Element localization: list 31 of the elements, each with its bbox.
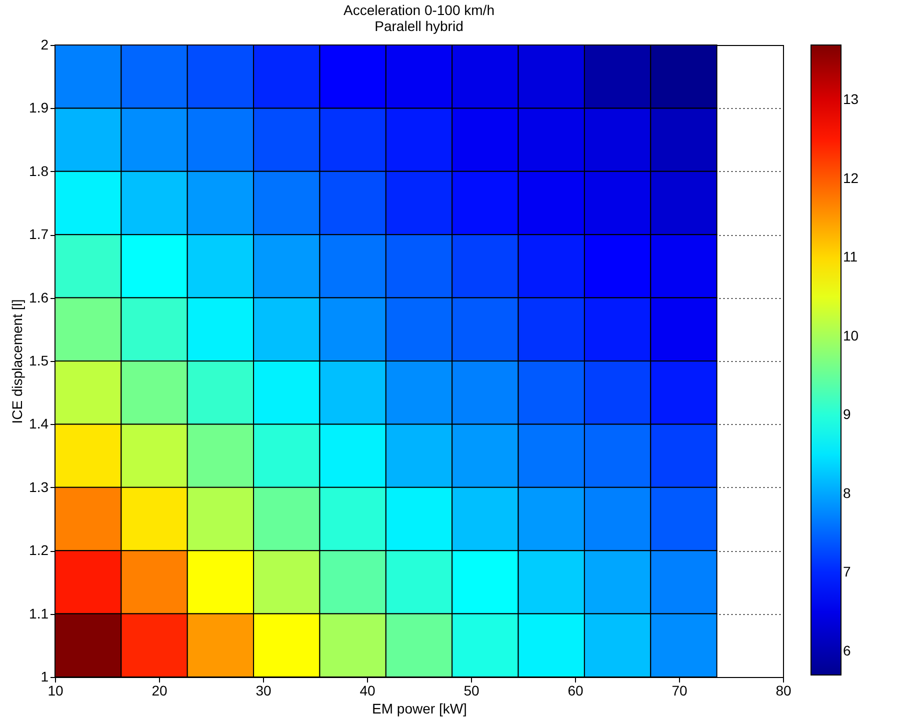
y-axis-title: ICE displacement [l] — [9, 299, 26, 424]
y-tick-label: 1.5 — [29, 352, 49, 368]
y-tick-label: 2 — [40, 36, 49, 52]
x-tick-label: 10 — [48, 682, 64, 698]
chart-title: Acceleration 0-100 km/h — [344, 2, 494, 18]
chart-subtitle: Paralell hybrid — [374, 18, 464, 34]
color-bar-label: 12 — [843, 170, 859, 186]
x-tick-label: 60 — [568, 682, 584, 698]
color-bar-label: 11 — [843, 248, 858, 265]
y-tick-label: 1 — [40, 668, 49, 684]
color-bar-label: 9 — [843, 406, 851, 422]
y-tick-label: 1.6 — [29, 289, 49, 306]
color-bar-label: 6 — [843, 642, 851, 658]
x-tick-label: 20 — [152, 682, 168, 698]
y-tick-label: 1.8 — [29, 162, 49, 179]
color-bar-label: 13 — [843, 91, 859, 108]
x-tick-label: 30 — [256, 682, 272, 698]
x-tick-label: 40 — [360, 682, 376, 698]
color-bar-label: 7 — [843, 564, 851, 580]
y-tick-label: 1.4 — [29, 416, 49, 432]
y-tick-label: 1.2 — [29, 542, 49, 558]
y-tick-label: 1.3 — [29, 478, 49, 495]
y-tick-label: 1.9 — [29, 100, 49, 116]
x-axis-title: EM power [kW] — [372, 700, 467, 716]
color-bar-label: 8 — [843, 484, 851, 501]
color-bar-label: 10 — [843, 327, 859, 344]
x-tick-label: 80 — [776, 682, 792, 698]
y-tick-label: 1.1 — [29, 605, 49, 622]
x-tick-label: 70 — [672, 682, 688, 698]
x-tick-label: 50 — [464, 682, 480, 698]
y-tick-label: 1.7 — [29, 226, 49, 242]
